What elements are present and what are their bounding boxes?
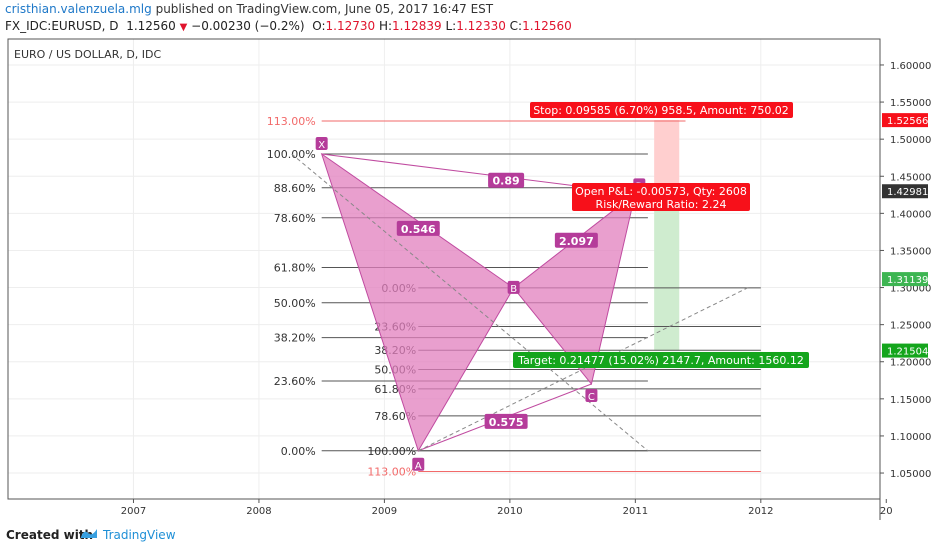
pattern-point-label: C (588, 392, 595, 403)
y-tick-label: 1.60000 (890, 61, 931, 72)
y-tick-label: 1.25000 (890, 321, 931, 332)
y-tick-label: 1.55000 (890, 98, 931, 109)
x-tick-label: 2010 (497, 506, 522, 517)
fib-xa-label: 50.00% (274, 297, 316, 310)
footer: Created with TradingView (0, 520, 932, 550)
publish-info: published on TradingView.com, June 05, 2… (155, 2, 494, 16)
price-chart[interactable]: EURO / US DOLLAR, D, IDC 113.00% 100.00% 8… (0, 0, 932, 520)
y-tick-label: 1.30000 (890, 284, 931, 295)
ratio-badge (554, 232, 598, 248)
chart-title: EURO / US DOLLAR, D, IDC (14, 48, 162, 61)
x-tick-label: 20 (880, 506, 893, 517)
pattern-point-label: X (318, 140, 325, 151)
axes: 2007 2008 2009 2010 2011 2012 20 1.60000 1.55000… (121, 61, 932, 517)
target-label-box (513, 352, 809, 368)
symbol-line: FX_IDC:EURUSD, D 1.12560 ▼ −0.00230 (−0.… (5, 19, 572, 33)
high-label: H: (378, 19, 393, 33)
tradingview-logo-icon (81, 529, 97, 538)
ratio-badge (396, 220, 440, 236)
price-badge-label: 1.52566 (887, 116, 928, 127)
y-tick-label: 1.15000 (890, 395, 931, 406)
price-change: −0.00230 (−0.2%) (191, 19, 305, 33)
fib-xa-label: 23.60% (274, 375, 316, 388)
price-badge (882, 113, 928, 128)
ratio-badge (488, 172, 525, 188)
fib-xa-label: 61.80% (274, 262, 316, 275)
price-badge (882, 343, 928, 358)
chart-header: cristhian.valenzuela.mlg published on Tr… (0, 0, 932, 38)
y-tick-label: 1.40000 (890, 209, 931, 220)
author-link[interactable]: cristhian.valenzuela.mlg (5, 2, 152, 16)
fib-xa-label: 0.00% (281, 445, 316, 458)
fib-xa-label: 78.60% (274, 212, 316, 225)
pattern-point-label: A (415, 461, 422, 472)
ratio-label: 2.097 (559, 235, 594, 248)
pnl-label-box (572, 183, 750, 211)
close-label: C: (509, 19, 523, 33)
x-tick-label: 2009 (372, 506, 397, 517)
high-value: 1.12839 (392, 19, 442, 33)
low-label: L: (445, 19, 457, 33)
pnl-label: Open P&L: -0.00573, Qty: 2608 (575, 185, 747, 198)
y-tick-label: 1.05000 (890, 469, 931, 480)
x-tick-label: 2008 (246, 506, 271, 517)
fib-xa-label: 113.00% (267, 115, 316, 128)
publish-line: cristhian.valenzuela.mlg published on Tr… (5, 2, 493, 16)
pattern-point-badge (315, 137, 328, 150)
x-tick-label: 2012 (748, 506, 773, 517)
pattern-point-label: B (510, 284, 517, 295)
tradingview-brand[interactable]: TradingView (103, 528, 176, 542)
x-tick-label: 2007 (121, 506, 146, 517)
fib-xa-label: 88.60% (274, 182, 316, 195)
rr-label: Risk/Reward Ratio: 2.24 (596, 198, 727, 211)
stop-label: Stop: 0.09585 (6.70%) 958.5, Amount: 750… (533, 104, 789, 117)
open-value: 1.12730 (325, 19, 376, 33)
ratio-badge (484, 413, 528, 429)
y-tick-label: 1.45000 (890, 172, 931, 183)
ratio-label: 0.89 (493, 175, 520, 188)
down-arrow-icon: ▼ (179, 22, 188, 33)
pattern-point-badge (412, 457, 425, 471)
position-zones (654, 120, 680, 351)
ratio-label: 0.575 (489, 416, 524, 429)
open-label: O: (312, 19, 326, 33)
y-tick-label: 1.20000 (890, 358, 931, 369)
y-tick-label: 1.35000 (890, 246, 931, 257)
target-label: Target: 0.21477 (15.02%) 2147.7, Amount:… (517, 354, 804, 367)
y-tick-label: 1.50000 (890, 135, 931, 146)
x-tick-label: 2011 (623, 506, 648, 517)
ratio-label: 0.546 (401, 223, 436, 236)
fib-ab-label: 100.00% (367, 445, 416, 458)
price-badge (882, 184, 928, 199)
fib-xa-label: 38.20% (274, 332, 316, 345)
price-badge-label: 1.21504 (887, 347, 928, 358)
y-tick-label: 1.10000 (890, 432, 931, 443)
created-with-label: Created with (6, 528, 94, 542)
last-price: 1.12560 (126, 19, 176, 33)
low-value: 1.12330 (456, 19, 506, 33)
close-value: 1.12560 (522, 19, 572, 33)
price-badge-label: 1.42981 (887, 187, 928, 198)
stop-label-box (530, 102, 793, 118)
target-zone (654, 191, 680, 351)
position-labels: Stop: 0.09585 (6.70%) 958.5, Amount: 750… (513, 102, 809, 368)
stop-zone (654, 120, 680, 192)
price-badge (882, 272, 928, 287)
price-badge-label: 1.31139 (887, 275, 928, 286)
diagonal-dashed-line (418, 287, 749, 452)
fib-ab-label: 113.00% (367, 466, 416, 479)
pattern-point-badge (585, 389, 598, 402)
pattern-point-badge (507, 280, 520, 294)
fib-xa-label: 100.00% (267, 148, 316, 161)
symbol-label[interactable]: FX_IDC:EURUSD, D (5, 19, 119, 33)
